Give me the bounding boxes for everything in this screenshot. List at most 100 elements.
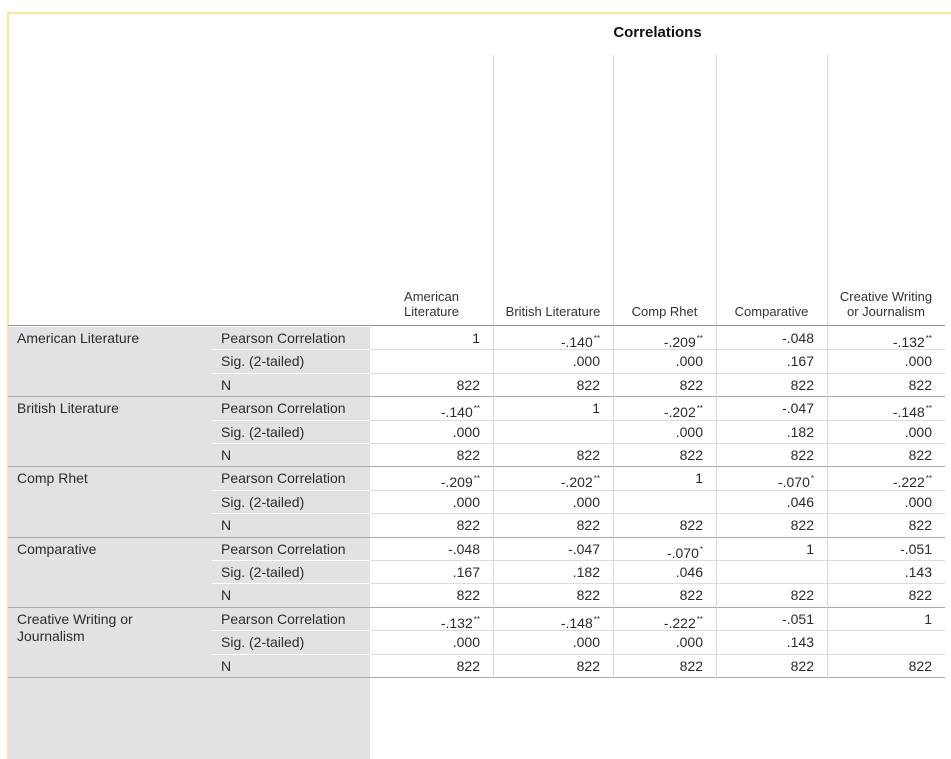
cell-value: 822 bbox=[613, 584, 716, 607]
cell-value: .000 bbox=[827, 421, 945, 444]
value: -.048 bbox=[448, 540, 480, 557]
value: -.132 bbox=[892, 334, 925, 350]
group-rule bbox=[8, 396, 945, 398]
value: .143 bbox=[786, 634, 814, 651]
row-stub bbox=[8, 607, 370, 678]
column-divider bbox=[827, 537, 828, 608]
column-header: Creative Writing or Journalism bbox=[839, 289, 933, 319]
column-divider bbox=[827, 467, 828, 538]
cell-value: -.222** bbox=[613, 608, 716, 631]
cell-value: .000 bbox=[493, 491, 613, 514]
value: -.132 bbox=[440, 614, 473, 631]
cell-value: -.070* bbox=[716, 467, 827, 490]
row-label: American Literature bbox=[17, 330, 140, 346]
significance-flag: ** bbox=[473, 474, 480, 484]
value: 822 bbox=[908, 517, 932, 534]
significance-flag: ** bbox=[593, 474, 600, 484]
value: 822 bbox=[576, 657, 600, 674]
row-label: Creative Writing or Journalism bbox=[17, 610, 133, 644]
value: 1 bbox=[806, 540, 814, 557]
cell-value: -.209** bbox=[613, 327, 716, 350]
value: 1 bbox=[472, 330, 480, 346]
value: -.140 bbox=[560, 334, 593, 350]
frame-top bbox=[7, 12, 951, 14]
column-header: Comparative bbox=[734, 304, 809, 319]
cell-value: -.202** bbox=[613, 397, 716, 420]
value: -.148 bbox=[560, 614, 593, 631]
value: 822 bbox=[456, 517, 480, 534]
cell-value: .000 bbox=[613, 421, 716, 444]
stat-label: Pearson Correlation bbox=[221, 470, 346, 487]
value: 822 bbox=[790, 587, 814, 604]
column-divider bbox=[493, 55, 494, 325]
value: -.070 bbox=[666, 544, 699, 561]
cell-value: 822 bbox=[370, 514, 493, 537]
cell-value: -.209** bbox=[370, 467, 493, 490]
value: 822 bbox=[790, 517, 814, 534]
cell-value: 1 bbox=[493, 397, 613, 420]
row-rule bbox=[370, 513, 945, 515]
cell-value: .000 bbox=[493, 631, 613, 654]
cell-value: 822 bbox=[370, 444, 493, 467]
row-rule bbox=[370, 489, 945, 491]
cell-value: 822 bbox=[613, 655, 716, 678]
stat-label: N bbox=[221, 657, 232, 674]
row-label: Comparative bbox=[17, 540, 97, 557]
value: -.209 bbox=[663, 334, 696, 350]
cell-value: .000 bbox=[370, 491, 493, 514]
group-rule bbox=[8, 466, 945, 468]
cell-value: 822 bbox=[370, 374, 493, 397]
table-title: Correlations bbox=[613, 24, 702, 41]
column-divider bbox=[493, 397, 494, 468]
stat-label: Sig. (2-tailed) bbox=[221, 634, 305, 651]
row-label: British Literature bbox=[17, 400, 119, 417]
value: 822 bbox=[456, 587, 480, 604]
cell-value: .046 bbox=[613, 561, 716, 584]
column-divider bbox=[716, 607, 717, 678]
value: 822 bbox=[790, 376, 814, 393]
value: 822 bbox=[456, 657, 480, 674]
value: -.051 bbox=[900, 540, 932, 557]
significance-flag: ** bbox=[473, 614, 480, 624]
row-stub bbox=[8, 678, 370, 759]
value: .000 bbox=[675, 634, 703, 651]
value: 822 bbox=[908, 447, 932, 463]
group-rule bbox=[8, 536, 945, 538]
value: .046 bbox=[786, 493, 814, 510]
value: 1 bbox=[592, 400, 600, 417]
group-rule bbox=[8, 677, 945, 678]
group-rule bbox=[8, 606, 945, 608]
significance-flag: * bbox=[810, 474, 814, 484]
cell-value: -.047 bbox=[716, 397, 827, 420]
value: 822 bbox=[679, 376, 703, 393]
cell-value: 822 bbox=[370, 584, 493, 607]
column-header: American Literature bbox=[404, 289, 459, 319]
value: 822 bbox=[790, 447, 814, 463]
cell-value: -.047 bbox=[493, 538, 613, 561]
stat-label: N bbox=[221, 517, 232, 534]
value: 822 bbox=[456, 376, 480, 393]
value: 822 bbox=[679, 587, 703, 604]
column-divider bbox=[613, 467, 614, 538]
stat-label: Sig. (2-tailed) bbox=[221, 353, 305, 370]
column-divider bbox=[493, 467, 494, 538]
value: -.070 bbox=[777, 474, 810, 491]
column-divider bbox=[716, 537, 717, 608]
stat-label: Pearson Correlation bbox=[221, 400, 346, 417]
cell-value: 822 bbox=[493, 514, 613, 537]
cell-value: 822 bbox=[827, 514, 945, 537]
column-divider bbox=[716, 55, 717, 325]
cell-value: .182 bbox=[493, 561, 613, 584]
row-rule bbox=[370, 583, 945, 585]
column-divider bbox=[716, 467, 717, 538]
stat-label: N bbox=[221, 376, 232, 393]
column-header: Comp Rhet bbox=[631, 304, 698, 319]
significance-flag: ** bbox=[925, 334, 932, 343]
cell-value: -.048 bbox=[716, 327, 827, 350]
row-stub bbox=[8, 467, 370, 538]
significance-flag: ** bbox=[696, 404, 703, 414]
column-divider bbox=[493, 327, 494, 398]
value: .000 bbox=[572, 493, 600, 510]
stat-label: Pearson Correlation bbox=[221, 540, 346, 557]
